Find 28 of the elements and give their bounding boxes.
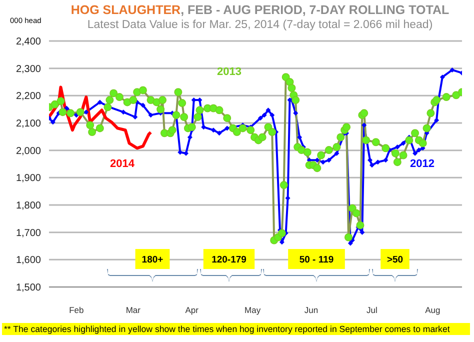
- annotation: >50: [386, 254, 404, 266]
- y-tick-label: 2,400: [16, 36, 42, 48]
- chart-subtitle: Latest Data Value is for Mar. 25, 2014 (7-day total = 2.066 mil head): [86, 19, 434, 31]
- x-tick-label: Feb: [69, 305, 84, 316]
- x-tick-label: Jul: [366, 305, 378, 316]
- y-tick-label: 2,000: [16, 146, 42, 157]
- x-tick-label: May: [244, 305, 262, 316]
- y-tick-label: 2,200: [16, 91, 42, 102]
- y-tick-label: 2,100: [16, 118, 42, 130]
- chart-title: HOG SLAUGHTER, FEB - AUG PERIOD, 7-DAY ROLLING TOTAL: [70, 3, 450, 17]
- annotation: 120-179: [212, 254, 246, 266]
- x-tick-label: Mar: [126, 305, 141, 316]
- y-tick-label: 1,500: [16, 282, 42, 294]
- line-series: [49, 86, 152, 150]
- text: 2013: [217, 66, 242, 78]
- y-tick-label: 1,900: [16, 173, 42, 184]
- annotation: 50 - 119: [299, 254, 334, 266]
- y-tick-label: 2,300: [16, 64, 42, 75]
- y-tick-label: 1,700: [16, 228, 42, 239]
- x-tick-label: Aug: [425, 305, 440, 316]
- series-label: 2012: [410, 158, 434, 170]
- x-tick-label: Apr: [185, 305, 199, 316]
- annotation: 180+: [142, 254, 164, 266]
- y-tick-label: 1,800: [16, 200, 42, 212]
- y-tick-label: 1,600: [16, 255, 42, 266]
- text: ** The categories highlighted in yellow show the times when hog inventory reported in September comes to market: [2, 323, 470, 335]
- x-tick-label: Jun: [304, 305, 318, 316]
- series-label: 2014: [110, 158, 134, 170]
